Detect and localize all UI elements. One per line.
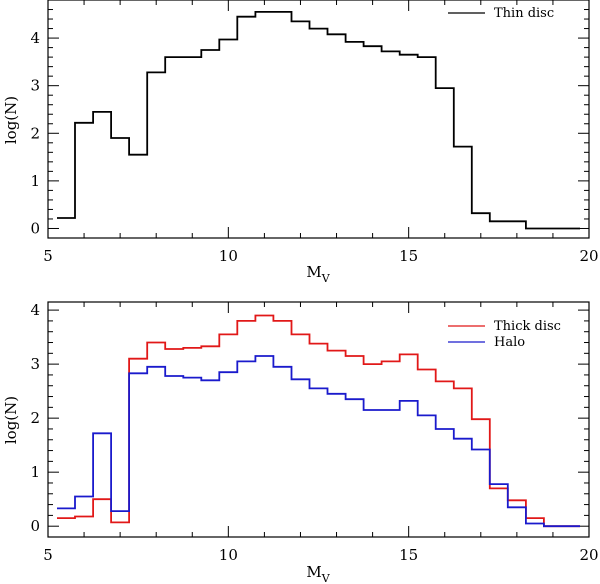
legend-label: Thin disc	[494, 6, 554, 21]
y-tick-label: 0	[30, 517, 40, 535]
tick-labels-bottom: 5 10 15 20 0 1 2 3 4	[30, 301, 598, 564]
x-axis-label-bottom: MV	[306, 563, 330, 584]
series-line-halo	[57, 355, 580, 528]
y-tick-label: 4	[30, 301, 40, 319]
y-tick-label: 3	[30, 355, 40, 373]
x-axis-label-top-sub: V	[321, 272, 331, 285]
x-axis-label-top: MV	[306, 263, 330, 285]
series-line-thick-disc	[57, 314, 580, 528]
axis-ticks-top	[47, 0, 590, 239]
legend-label: Thick disc	[494, 319, 561, 334]
y-tick-label: 1	[30, 172, 40, 190]
series-group-bottom	[57, 314, 580, 528]
y-axis-label-bottom: log(N)	[2, 396, 20, 444]
y-tick-label: 2	[30, 409, 40, 427]
x-axis-label-bottom-sub: V	[321, 572, 331, 584]
series-group-top	[57, 11, 580, 230]
y-tick-label: 3	[30, 77, 40, 95]
y-tick-label: 1	[30, 463, 40, 481]
tick-labels-top: 5 10 15 20 0 1 2 3 4	[30, 29, 598, 265]
axis-ticks-bottom	[47, 302, 590, 538]
x-axis-label-bottom-main: M	[306, 563, 321, 581]
panel-top: 5 10 15 20 0 1 2 3 4 log(N) MV Thin disc	[2, 0, 599, 285]
y-axis-label-top: log(N)	[2, 96, 20, 144]
x-tick-label: 20	[579, 247, 598, 265]
legend-top: Thin disc	[448, 6, 554, 21]
x-tick-label: 10	[219, 546, 238, 564]
y-tick-label: 4	[30, 29, 40, 47]
y-tick-label: 0	[30, 219, 40, 237]
x-tick-label: 20	[579, 546, 598, 564]
x-tick-label: 5	[43, 546, 53, 564]
y-tick-label: 2	[30, 124, 40, 142]
x-tick-label: 5	[43, 247, 53, 265]
plot-frame-bottom	[47, 301, 590, 538]
x-tick-label: 15	[399, 546, 418, 564]
x-tick-label: 15	[399, 247, 418, 265]
plot-frame-top	[47, 0, 590, 239]
x-axis-label-top-main: M	[306, 263, 321, 281]
legend-label: Halo	[494, 335, 525, 350]
series-line-thin-disc	[57, 11, 580, 230]
x-tick-label: 10	[219, 247, 238, 265]
